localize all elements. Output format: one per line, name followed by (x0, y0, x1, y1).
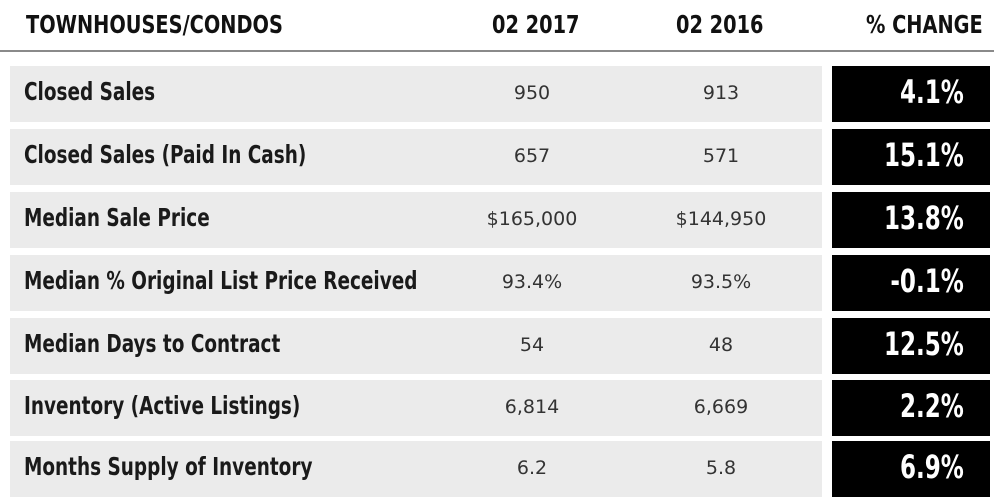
row-background (10, 441, 822, 497)
row-value-2017: 54 (519, 334, 545, 356)
row-background (10, 318, 822, 374)
table-row: Median Sale Price $165,000 $144,950 13.8… (0, 192, 994, 248)
row-change-value: 4.1% (900, 73, 964, 111)
row-change-value: -0.1% (890, 262, 964, 300)
row-value-2016: 571 (702, 145, 740, 167)
row-value-2017: 93.4% (501, 271, 563, 293)
row-metric-label: Closed Sales (Paid In Cash) (24, 140, 307, 169)
row-change-cell: 2.2% (832, 380, 990, 436)
row-change-cell: 15.1% (832, 129, 990, 185)
row-value-2017: 6.2 (516, 457, 548, 479)
row-metric-label: Median Sale Price (24, 203, 210, 232)
row-value-2016: $144,950 (675, 208, 767, 230)
row-change-value: 6.9% (900, 448, 964, 486)
row-change-cell: 4.1% (832, 66, 990, 122)
row-value-2016: 93.5% (690, 271, 752, 293)
row-metric-label: Months Supply of Inventory (24, 452, 313, 481)
table-row: Median Days to Contract 54 48 12.5% (0, 318, 994, 374)
row-value-2017: 6,814 (504, 396, 560, 418)
row-background (10, 255, 822, 311)
row-background (10, 66, 822, 122)
row-change-value: 15.1% (884, 136, 964, 174)
row-value-2016: 5.8 (705, 457, 737, 479)
header-category-label: TOWNHOUSES/CONDOS (26, 10, 283, 39)
row-change-value: 12.5% (884, 325, 964, 363)
row-metric-label: Inventory (Active Listings) (24, 391, 301, 420)
table-row: Inventory (Active Listings) 6,814 6,669 … (0, 380, 994, 436)
table-header: TOWNHOUSES/CONDOS 02 2017 02 2016 % CHAN… (0, 0, 994, 52)
row-background (10, 380, 822, 436)
row-value-2017: $165,000 (486, 208, 578, 230)
table-row: Months Supply of Inventory 6.2 5.8 6.9% (0, 441, 994, 497)
row-metric-label: Median Days to Contract (24, 329, 281, 358)
row-change-value: 13.8% (884, 199, 964, 237)
row-background (10, 129, 822, 185)
table-row: Median % Original List Price Received 93… (0, 255, 994, 311)
header-period-2017: 02 2017 (492, 10, 580, 39)
row-change-cell: 13.8% (832, 192, 990, 248)
row-value-2016: 6,669 (693, 396, 749, 418)
row-metric-label: Closed Sales (24, 77, 156, 106)
row-change-cell: 12.5% (832, 318, 990, 374)
row-value-2016: 48 (708, 334, 734, 356)
row-value-2017: 657 (513, 145, 551, 167)
row-change-cell: -0.1% (832, 255, 990, 311)
row-value-2017: 950 (513, 82, 551, 104)
row-value-2016: 913 (702, 82, 740, 104)
row-change-cell: 6.9% (832, 441, 990, 497)
header-period-2016: 02 2016 (676, 10, 764, 39)
row-metric-label: Median % Original List Price Received (24, 266, 418, 295)
table-row: Closed Sales 950 913 4.1% (0, 66, 994, 122)
row-change-value: 2.2% (900, 387, 964, 425)
table-row: Closed Sales (Paid In Cash) 657 571 15.1… (0, 129, 994, 185)
row-background (10, 192, 822, 248)
header-percent-change: % CHANGE (866, 10, 983, 39)
